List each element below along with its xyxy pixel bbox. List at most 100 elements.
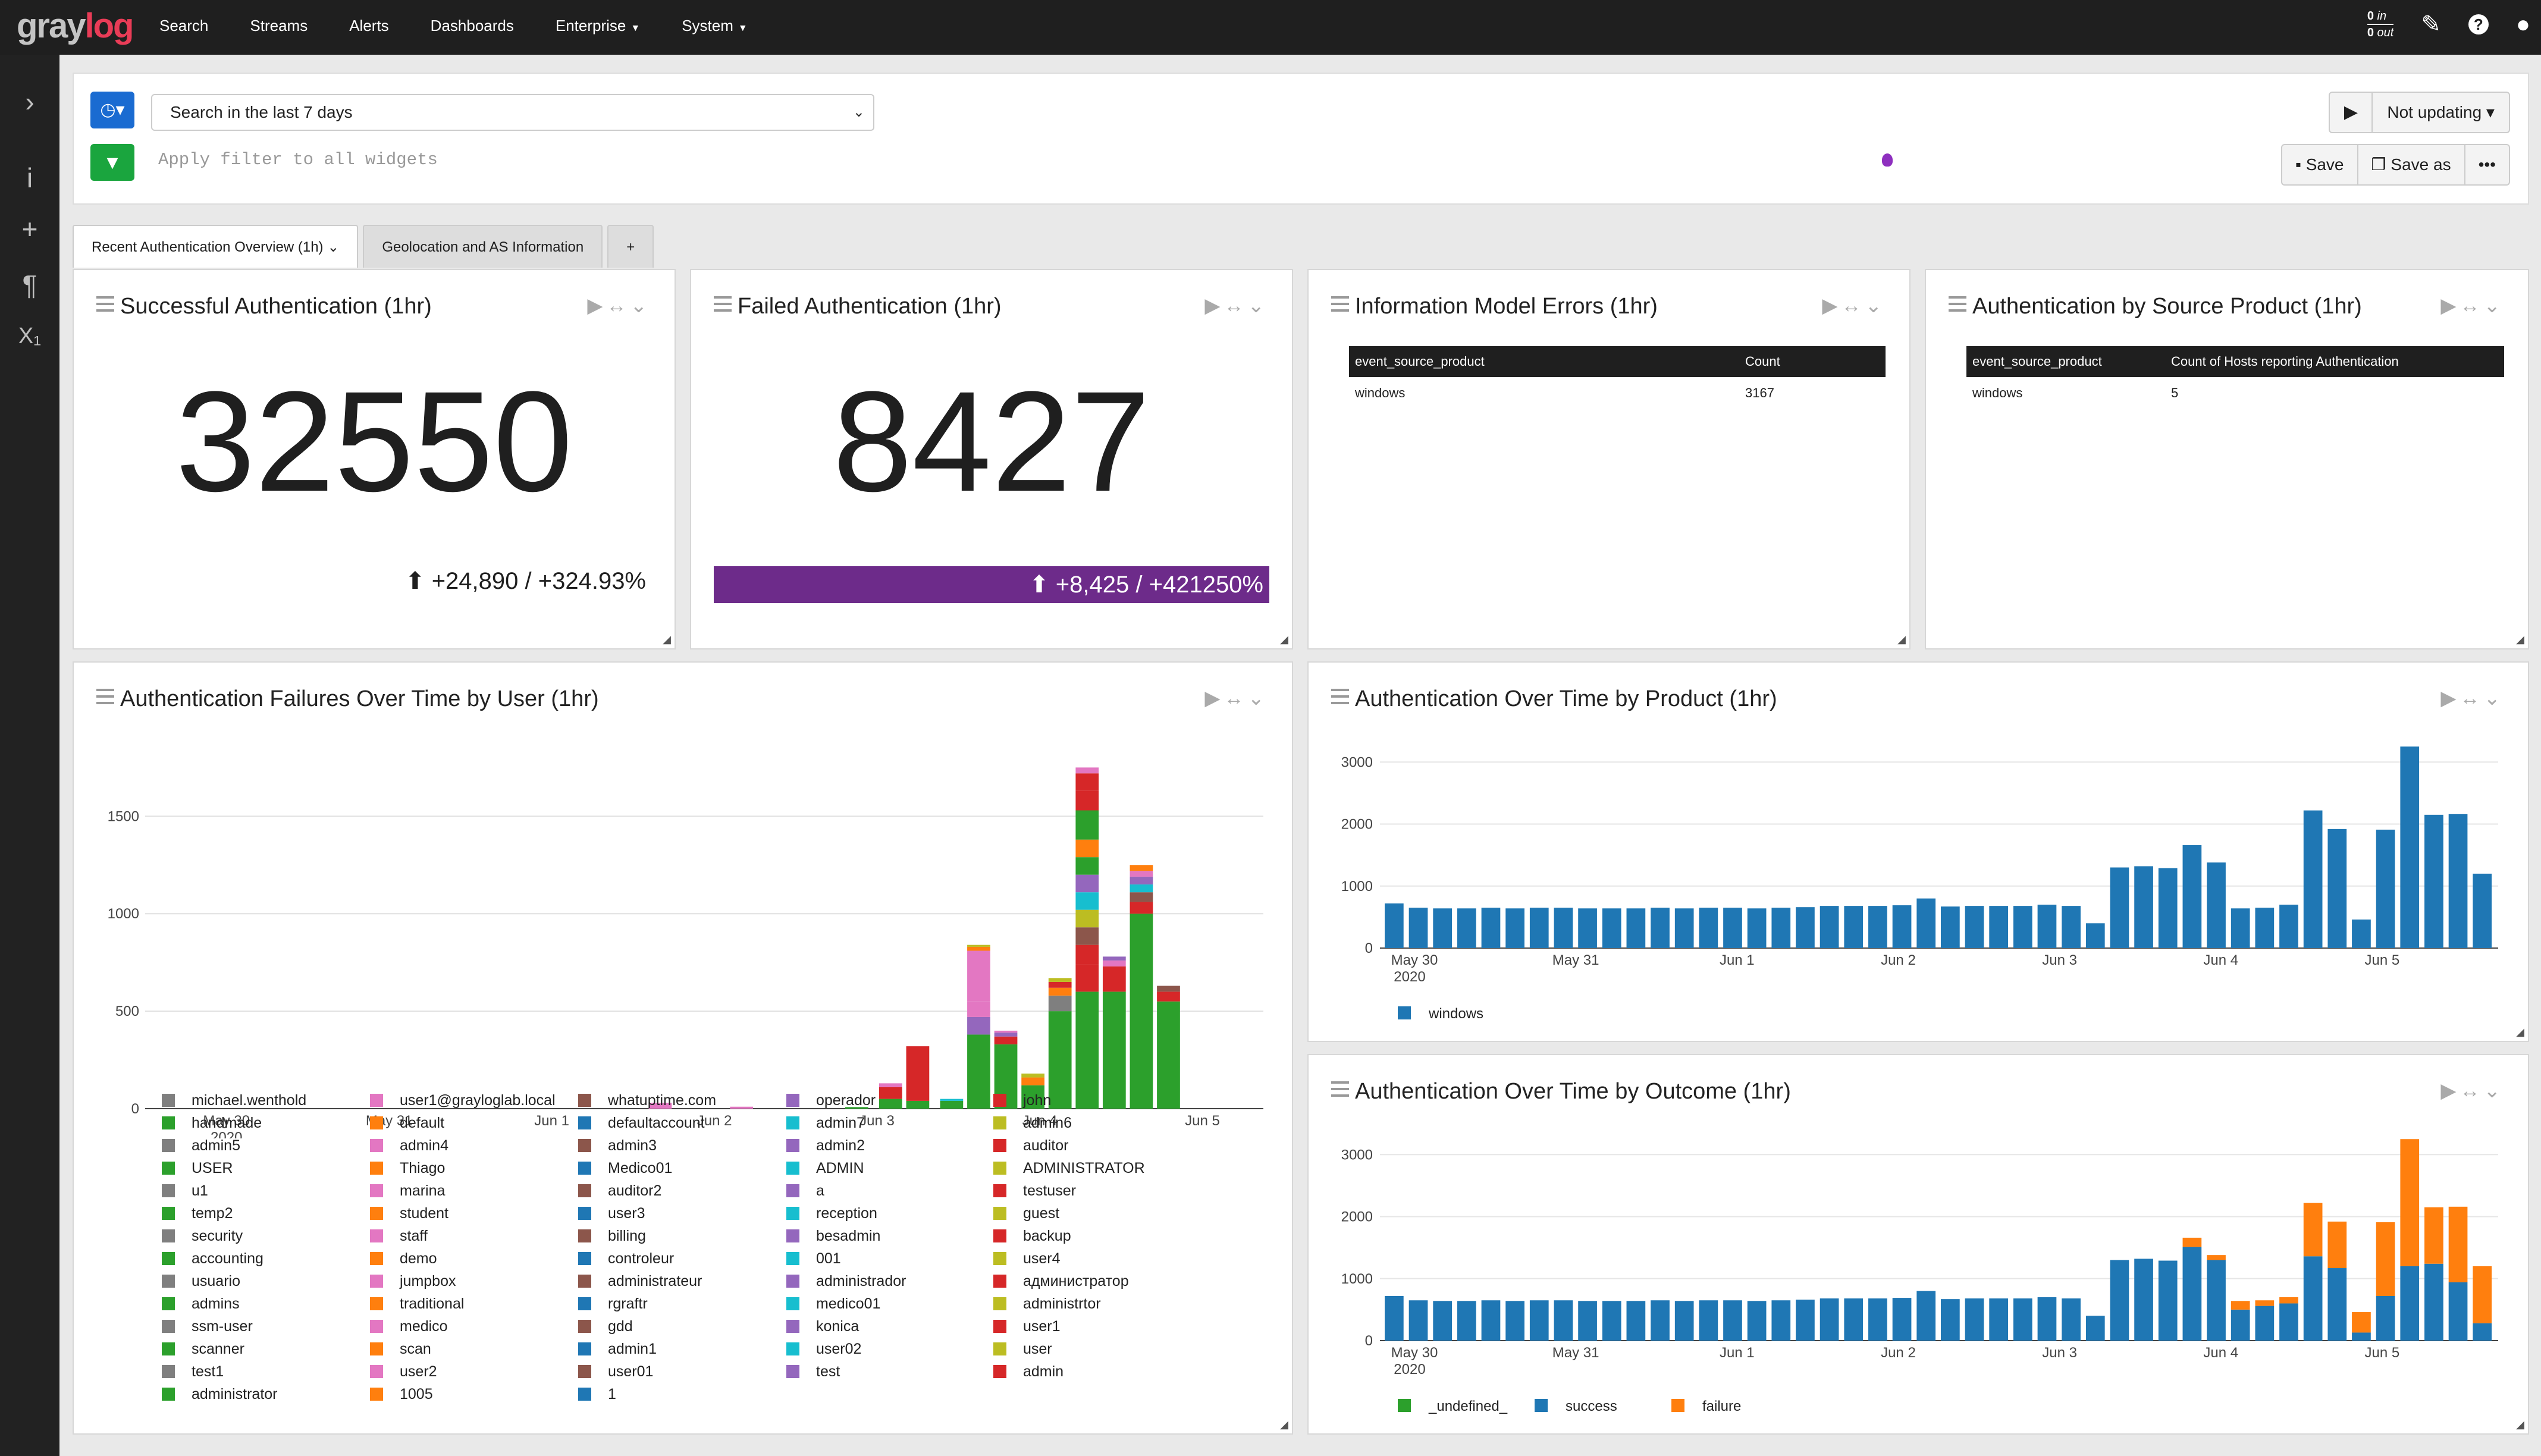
outcome-stacked-bar-chart[interactable]: 0 1000 2000 3000 May 30 May 31 Jun 1 Jun 2 Jun 3… xyxy=(1309,1115,2530,1424)
drag-handle-icon[interactable] xyxy=(1331,296,1349,312)
legend-item[interactable]: auditor2 xyxy=(578,1182,661,1200)
legend-item[interactable]: ADMIN xyxy=(786,1160,864,1177)
legend-item[interactable]: usuario xyxy=(162,1273,240,1290)
legend-item[interactable]: admins xyxy=(162,1295,240,1313)
legend-item[interactable]: administrtor xyxy=(993,1295,1101,1313)
legend-item[interactable]: Medico01 xyxy=(578,1160,672,1177)
legend-item[interactable]: security xyxy=(162,1228,243,1245)
legend-item[interactable]: scanner xyxy=(162,1341,244,1358)
legend-item[interactable]: 001 xyxy=(786,1250,841,1267)
legend-item[interactable]: test xyxy=(786,1363,840,1380)
legend-item[interactable]: accounting xyxy=(162,1250,263,1267)
legend-item[interactable]: billing xyxy=(578,1228,646,1245)
resize-handle-icon[interactable]: ◢ xyxy=(2516,1026,2524,1038)
legend-item[interactable]: medico01 xyxy=(786,1295,880,1313)
widget-actions[interactable]: ▶↔⌄ xyxy=(2440,687,2504,710)
legend-item[interactable]: admin6 xyxy=(993,1115,1072,1132)
legend-item[interactable]: 1005 xyxy=(370,1386,433,1403)
plus-icon[interactable]: + xyxy=(21,214,38,244)
drag-handle-icon[interactable] xyxy=(1949,296,1966,312)
user-icon[interactable]: ● xyxy=(2515,11,2530,37)
legend-item[interactable]: default xyxy=(370,1115,444,1132)
legend-item[interactable]: user01 xyxy=(578,1363,653,1380)
legend-item[interactable]: controleur xyxy=(578,1250,674,1267)
legend-item[interactable]: 1 xyxy=(578,1386,616,1403)
widget-actions[interactable]: ▶↔⌄ xyxy=(1204,294,1268,317)
widget-actions[interactable]: ▶↔⌄ xyxy=(2440,1080,2504,1102)
legend-item[interactable]: Thiago xyxy=(370,1160,445,1177)
legend-item[interactable]: jumpbox xyxy=(370,1273,456,1290)
legend-item[interactable]: defaultaccount xyxy=(578,1115,705,1132)
info-icon[interactable]: i xyxy=(26,162,33,193)
legend-item[interactable]: ADMINISTRATOR xyxy=(993,1160,1145,1177)
legend-item[interactable]: scan xyxy=(370,1341,431,1358)
legend-item[interactable]: user xyxy=(993,1341,1052,1358)
legend-item[interactable]: testuser xyxy=(993,1182,1076,1200)
legend-item[interactable]: medico xyxy=(370,1318,448,1335)
parameter-icon[interactable]: X₁ xyxy=(18,324,42,349)
more-actions-button[interactable]: ••• xyxy=(2478,155,2496,174)
legend-item[interactable]: user3 xyxy=(578,1205,645,1222)
legend-item[interactable]: admin3 xyxy=(578,1137,657,1154)
legend-item[interactable]: temp2 xyxy=(162,1205,233,1222)
legend-item[interactable]: michael.wenthold xyxy=(162,1092,306,1109)
drag-handle-icon[interactable] xyxy=(96,689,114,704)
legend-item[interactable]: user2 xyxy=(370,1363,437,1380)
legend-item[interactable]: admin2 xyxy=(786,1137,865,1154)
legend-item[interactable]: administrator xyxy=(162,1386,278,1403)
legend-item[interactable]: admin4 xyxy=(370,1137,448,1154)
resize-handle-icon[interactable]: ◢ xyxy=(2516,1419,2524,1430)
legend-item[interactable]: USER xyxy=(162,1160,233,1177)
legend-item[interactable]: student xyxy=(370,1205,448,1222)
legend-item[interactable]: u1 xyxy=(162,1182,208,1200)
legend-item[interactable]: guest xyxy=(993,1205,1059,1222)
filter-button[interactable]: ▼ xyxy=(90,144,134,181)
lightbulb-icon[interactable] xyxy=(1882,153,1893,167)
resize-handle-icon[interactable]: ◢ xyxy=(1897,633,1906,645)
time-range-select[interactable]: Search in the last 7 days ⌄ xyxy=(151,94,874,131)
legend-item[interactable]: a xyxy=(786,1182,824,1200)
widget-actions[interactable]: ▶↔⌄ xyxy=(587,294,651,317)
tab-recent-authentication[interactable]: Recent Authentication Overview (1h) ⌄ xyxy=(73,225,359,268)
resize-handle-icon[interactable]: ◢ xyxy=(1280,1419,1288,1430)
legend-item[interactable]: admin7 xyxy=(786,1115,865,1132)
refresh-interval-dropdown[interactable]: Not updating ▾ xyxy=(2387,103,2495,121)
nav-alerts[interactable]: Alerts xyxy=(349,17,389,34)
legend-item[interactable]: demo xyxy=(370,1250,437,1267)
legend-item[interactable]: test1 xyxy=(162,1363,224,1380)
legend-item[interactable]: ssm-user xyxy=(162,1318,253,1335)
legend-item[interactable]: staff xyxy=(370,1228,428,1245)
edit-icon[interactable]: ✎ xyxy=(2421,11,2441,37)
resize-handle-icon[interactable]: ◢ xyxy=(663,633,671,645)
legend-item[interactable]: gdd xyxy=(578,1318,633,1335)
save-button[interactable]: ▪ Save xyxy=(2282,145,2358,184)
help-icon[interactable]: ? xyxy=(2468,14,2489,34)
drag-handle-icon[interactable] xyxy=(714,296,732,312)
legend-item[interactable]: reception xyxy=(786,1205,877,1222)
drag-handle-icon[interactable] xyxy=(1331,689,1349,704)
drag-handle-icon[interactable] xyxy=(96,296,114,312)
legend-item[interactable]: john xyxy=(993,1092,1051,1109)
nav-streams[interactable]: Streams xyxy=(250,17,308,34)
legend-item[interactable]: backup xyxy=(993,1228,1071,1245)
legend-item[interactable]: администратор xyxy=(993,1273,1129,1290)
legend-item[interactable]: whatuptime.com xyxy=(578,1092,716,1109)
legend-item[interactable]: user1@grayloglab.local xyxy=(370,1092,556,1109)
legend-item[interactable]: traditional xyxy=(370,1295,464,1313)
widget-actions[interactable]: ▶↔⌄ xyxy=(1822,294,1886,317)
legend-item[interactable]: administrateur xyxy=(578,1273,702,1290)
paragraph-icon[interactable]: ¶ xyxy=(22,269,37,300)
product-bar-chart[interactable]: 0 1000 2000 3000 May 30 May 31 Jun 1 Jun 2 Jun 3… xyxy=(1309,722,2530,1031)
save-as-button[interactable]: ❐ Save as xyxy=(2358,145,2465,184)
drag-handle-icon[interactable] xyxy=(1331,1081,1349,1097)
widget-actions[interactable]: ▶↔⌄ xyxy=(2440,294,2504,317)
resize-handle-icon[interactable]: ◢ xyxy=(2516,633,2524,645)
legend-item[interactable]: handmade xyxy=(162,1115,262,1132)
resize-handle-icon[interactable]: ◢ xyxy=(1280,633,1288,645)
graylog-logo[interactable]: graylog xyxy=(17,7,134,45)
legend-item[interactable]: user02 xyxy=(786,1341,861,1358)
legend-item[interactable]: user4 xyxy=(993,1250,1061,1267)
legend-item[interactable]: operador xyxy=(786,1092,876,1109)
legend-item[interactable]: admin1 xyxy=(578,1341,657,1358)
legend-item[interactable]: marina xyxy=(370,1182,445,1200)
